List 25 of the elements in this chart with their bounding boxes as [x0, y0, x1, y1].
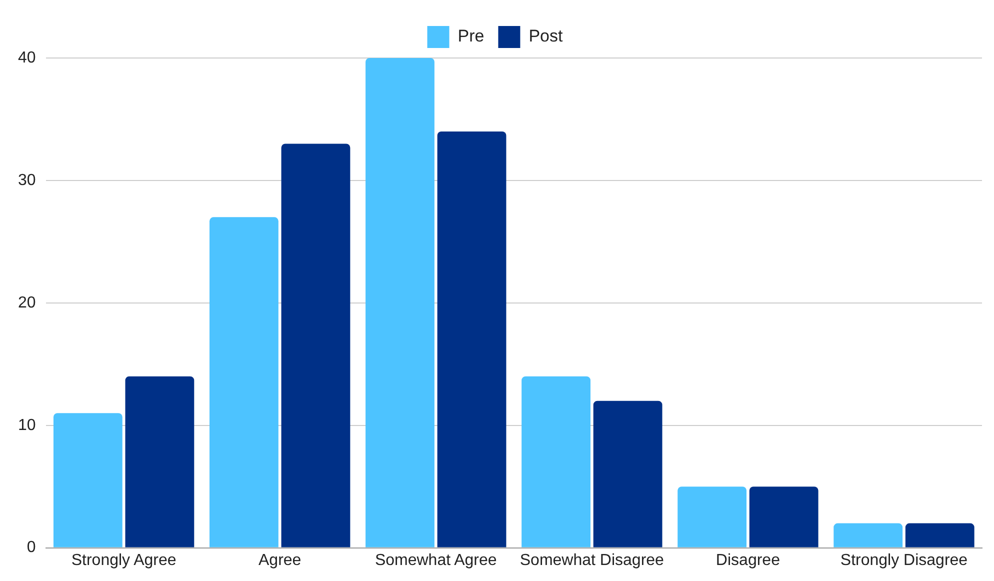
x-tick-label: Strongly Agree — [71, 552, 176, 569]
bar — [210, 217, 278, 548]
x-tick-label: Somewhat Agree — [374, 552, 497, 569]
bar — [125, 376, 194, 548]
bar — [905, 523, 974, 548]
bar — [53, 413, 122, 548]
y-tick-label: 40 — [18, 49, 36, 66]
bar — [678, 486, 747, 548]
bar — [522, 376, 590, 548]
bar — [366, 58, 434, 548]
bar — [834, 523, 903, 548]
y-tick-label: 0 — [26, 539, 36, 556]
bar — [749, 486, 818, 548]
bar — [437, 131, 506, 548]
bar — [593, 400, 662, 548]
x-tick-label: Disagree — [716, 552, 780, 569]
y-tick-label: 20 — [18, 294, 36, 312]
x-tick-label: Strongly Disagree — [840, 552, 968, 569]
x-tick-label: Agree — [258, 552, 302, 569]
y-tick-label: 10 — [18, 416, 36, 434]
y-tick-label: 30 — [18, 172, 36, 189]
legend-label: Post — [528, 26, 564, 46]
legend-label: Pre — [458, 26, 484, 46]
x-tick-label: Somewhat Disagree — [520, 552, 664, 569]
bar — [281, 144, 350, 548]
